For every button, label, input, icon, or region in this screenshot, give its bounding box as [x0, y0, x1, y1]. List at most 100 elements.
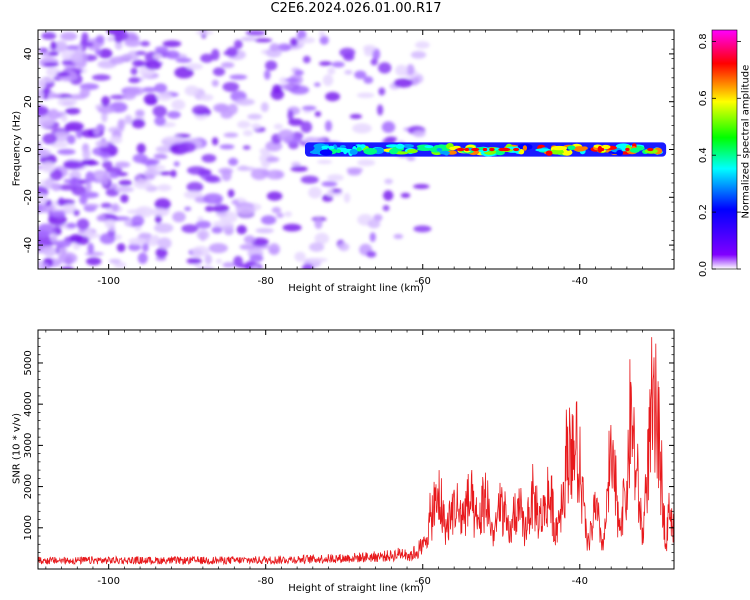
- signal-band-blob: [336, 149, 341, 154]
- noise-blob: [300, 37, 316, 44]
- x-tick-label: -100: [97, 276, 120, 287]
- noise-blob: [226, 46, 238, 58]
- noise-blob: [42, 133, 58, 145]
- colorbar-ticks: 0.0 0.2 0.4 0.6 0.8: [698, 33, 741, 277]
- noise-blob: [58, 247, 68, 252]
- noise-blob: [81, 32, 89, 44]
- noise-blob: [95, 49, 102, 56]
- noise-blob: [152, 234, 160, 244]
- noise-blob: [268, 243, 280, 256]
- noise-blob: [240, 36, 257, 42]
- noise-blob: [157, 237, 172, 250]
- noise-blob: [86, 257, 102, 266]
- signal-band-peak: [625, 147, 630, 152]
- noise-blob: [327, 67, 336, 75]
- spectrogram-y-axis-label: Frequency (Hz): [11, 110, 23, 187]
- noise-blob: [196, 229, 210, 240]
- noise-blob: [338, 242, 350, 252]
- noise-blob: [154, 198, 171, 211]
- noise-blob: [369, 232, 376, 243]
- noise-blob: [95, 140, 109, 148]
- x-tick-label: -80: [258, 276, 274, 287]
- noise-blob: [363, 47, 374, 57]
- noise-blob: [300, 121, 313, 133]
- noise-blob: [211, 79, 219, 87]
- noise-blob: [118, 179, 133, 186]
- noise-blob: [128, 243, 142, 251]
- noise-blob: [314, 232, 330, 245]
- signal-band-blob: [616, 149, 624, 156]
- noise-blob: [269, 43, 280, 52]
- noise-blob: [277, 43, 292, 52]
- signal-band-blob: [402, 144, 414, 148]
- noise-blob: [339, 47, 356, 58]
- noise-blob: [410, 51, 427, 59]
- noise-blob: [134, 225, 142, 231]
- noise-blob: [366, 251, 377, 258]
- spectrogram-noise: [38, 30, 432, 269]
- noise-blob: [114, 161, 131, 168]
- signal-band-blob: [349, 149, 358, 155]
- noise-blob: [237, 120, 251, 129]
- noise-blob: [265, 47, 282, 58]
- noise-blob: [284, 77, 300, 83]
- noise-blob: [324, 120, 333, 132]
- noise-blob: [181, 224, 199, 234]
- noise-blob: [142, 242, 149, 253]
- noise-blob: [344, 70, 353, 75]
- snr-series-line: [38, 337, 674, 566]
- noise-blob: [109, 136, 123, 144]
- noise-blob: [137, 252, 148, 264]
- noise-blob: [125, 86, 145, 96]
- noise-blob: [58, 252, 78, 265]
- noise-blob: [38, 105, 49, 117]
- noise-blob: [153, 53, 163, 60]
- noise-blob: [197, 266, 215, 269]
- noise-blob: [314, 82, 321, 87]
- noise-blob: [95, 35, 105, 44]
- signal-band-peak: [471, 147, 480, 152]
- noise-blob: [49, 169, 63, 181]
- noise-blob: [136, 143, 146, 154]
- noise-blob: [211, 226, 223, 234]
- noise-blob: [105, 166, 123, 174]
- noise-blob: [83, 203, 100, 209]
- noise-blob: [117, 31, 129, 41]
- noise-blob: [377, 104, 384, 116]
- noise-blob: [393, 78, 413, 88]
- noise-blob: [319, 61, 332, 66]
- noise-blob: [357, 159, 376, 167]
- noise-blob: [154, 46, 169, 53]
- noise-blob: [128, 77, 141, 84]
- noise-blob: [186, 63, 204, 70]
- noise-blob: [219, 144, 235, 150]
- noise-blob: [73, 209, 80, 216]
- noise-blob: [319, 35, 329, 45]
- noise-blob: [302, 55, 311, 64]
- noise-blob: [140, 158, 160, 166]
- noise-blob: [93, 127, 101, 136]
- noise-blob: [135, 51, 147, 56]
- noise-blob: [192, 105, 209, 116]
- noise-blob: [200, 53, 214, 63]
- noise-blob: [260, 215, 277, 225]
- signal-band-peak: [647, 147, 654, 152]
- noise-blob: [222, 82, 240, 92]
- noise-blob: [301, 263, 314, 269]
- noise-blob: [48, 51, 59, 56]
- noise-blob: [76, 218, 90, 230]
- noise-blob: [204, 175, 221, 183]
- noise-blob: [236, 225, 247, 235]
- noise-blob: [38, 47, 49, 53]
- noise-blob: [300, 175, 319, 184]
- noise-blob: [38, 148, 51, 157]
- noise-blob: [114, 40, 123, 50]
- noise-blob: [140, 40, 150, 47]
- noise-blob: [109, 56, 125, 65]
- noise-blob: [413, 184, 430, 189]
- noise-blob: [309, 242, 325, 252]
- noise-blob: [144, 174, 156, 180]
- noise-blob: [291, 161, 301, 167]
- noise-blob: [96, 215, 106, 222]
- noise-blob: [200, 94, 214, 101]
